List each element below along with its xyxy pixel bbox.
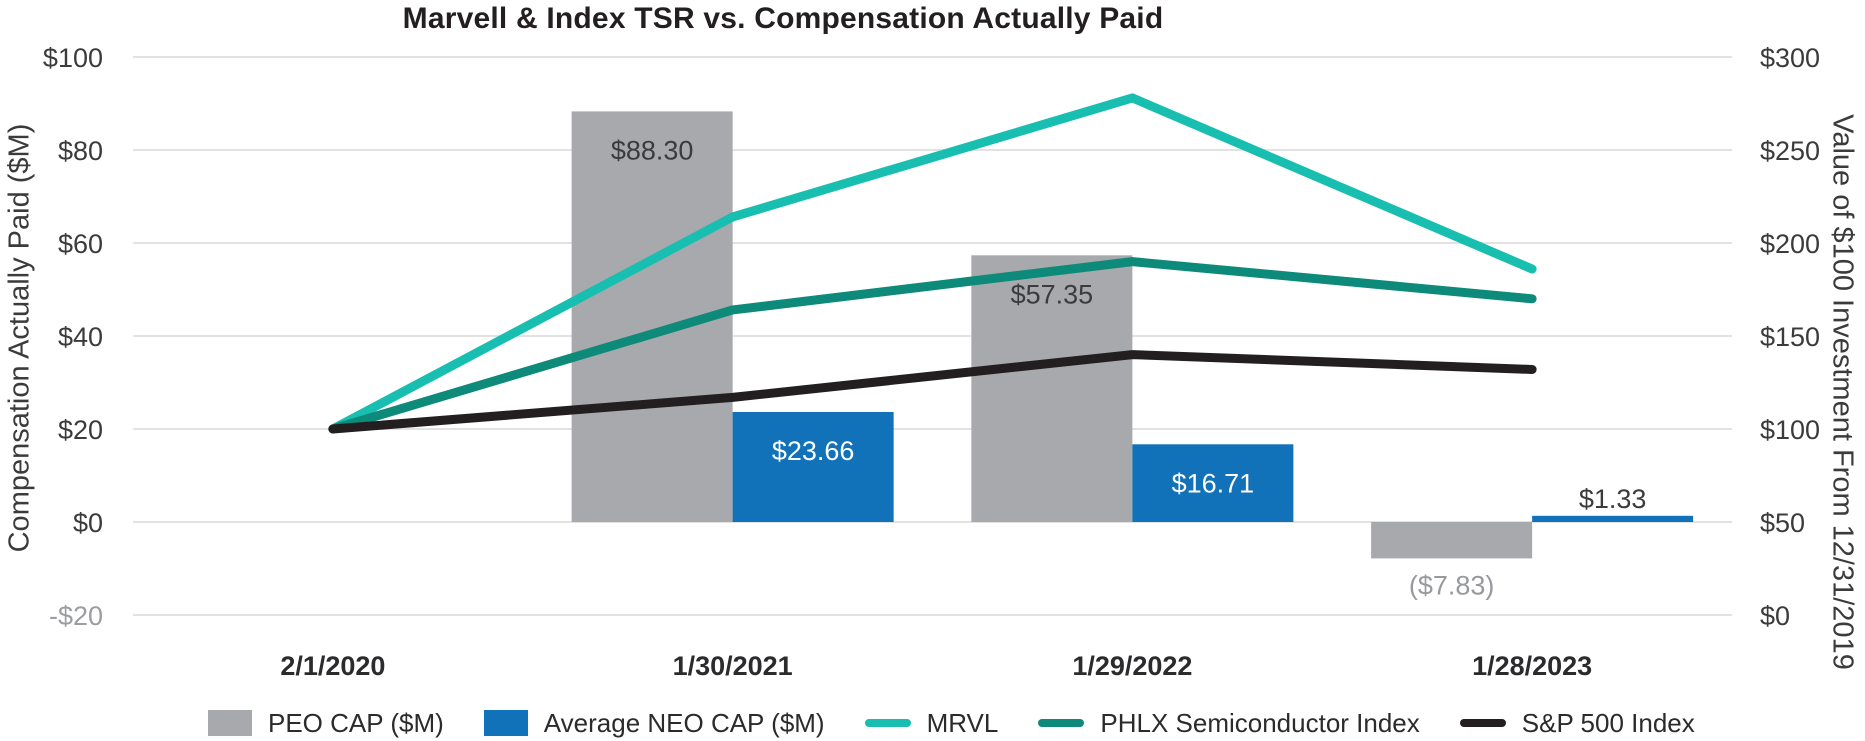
bar-value-label: $57.35	[1011, 279, 1094, 309]
legend-label-sp500: S&P 500 Index	[1521, 707, 1695, 738]
bar-value-label: $1.33	[1579, 484, 1647, 514]
bar-value-label: $88.30	[611, 135, 694, 165]
left-axis-tick: $80	[58, 136, 103, 166]
line-s-p-500-index	[328, 350, 1537, 434]
left-axis-tick: $60	[58, 229, 103, 259]
right-axis-tick: $300	[1760, 43, 1820, 73]
left-axis-tick: -$20	[49, 601, 103, 631]
legend-item-phlx: PHLX Semiconductor Index	[1038, 707, 1420, 739]
legend-item-sp500: S&P 500 Index	[1459, 707, 1695, 739]
right-axis-tick: $50	[1760, 508, 1805, 538]
bar-neo-1	[732, 411, 894, 522]
x-axis-label: 1/28/2023	[1472, 651, 1592, 681]
right-axis-tick: $0	[1760, 601, 1790, 631]
line-mrvl	[328, 93, 1537, 434]
bar-value-label: $16.71	[1172, 468, 1255, 498]
x-axis-label: 1/29/2022	[1072, 651, 1192, 681]
legend-label-mrvl: MRVL	[926, 707, 999, 738]
chart-title: Marvell & Index TSR vs. Compensation Act…	[402, 2, 1164, 35]
bar-value-label: $23.66	[772, 436, 855, 466]
legend-item-mrvl: MRVL	[864, 707, 999, 739]
bar-neo-3	[1532, 515, 1694, 522]
bar-peo-3	[1371, 522, 1533, 559]
bar-value-label: ($7.83)	[1409, 570, 1495, 600]
legend-label-neo-cap: Average NEO CAP ($M)	[543, 707, 825, 738]
phlx-line-swatch-icon	[1038, 719, 1085, 727]
legend-label-peo-cap: PEO CAP ($M)	[268, 707, 444, 738]
left-axis-tick: $20	[58, 415, 103, 445]
right-axis-tick: $200	[1760, 229, 1820, 259]
legend: PEO CAP ($M) Average NEO CAP ($M) MRVL P…	[208, 703, 1695, 741]
left-axis-tick: $0	[73, 508, 103, 538]
sp500-line-swatch-icon	[1459, 719, 1506, 727]
legend-item-neo-cap: Average NEO CAP ($M)	[483, 707, 825, 739]
right-axis-tick: $150	[1760, 322, 1820, 352]
x-axis-label: 2/1/2020	[280, 651, 385, 681]
bar-neo-2	[1132, 444, 1294, 522]
right-axis-tick: $100	[1760, 415, 1820, 445]
neo-cap-swatch-icon	[483, 710, 528, 736]
line-phlx-semiconductor-index	[328, 257, 1537, 434]
x-axis-label: 1/30/2021	[673, 651, 793, 681]
right-axis-tick: $250	[1760, 136, 1820, 166]
legend-label-phlx: PHLX Semiconductor Index	[1100, 707, 1420, 738]
legend-item-peo-cap: PEO CAP ($M)	[208, 708, 444, 739]
bar-peo-2	[971, 255, 1133, 522]
left-axis-tick: $100	[43, 43, 103, 73]
mrvl-line-swatch-icon	[864, 719, 911, 727]
left-axis-tick: $40	[58, 322, 103, 352]
peo-cap-swatch-icon	[208, 710, 252, 736]
